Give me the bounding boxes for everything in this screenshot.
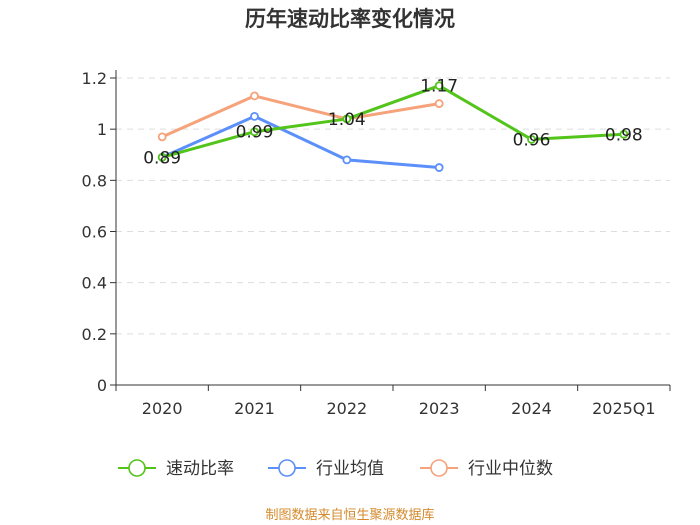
data-point[interactable] xyxy=(250,91,259,101)
y-tick-label: 0 xyxy=(97,376,107,395)
x-tick-label: 2022 xyxy=(326,399,367,418)
data-point[interactable] xyxy=(157,152,167,162)
data-point[interactable] xyxy=(434,81,444,91)
legend: 速动比率 行业均值 行业中位数 xyxy=(118,459,553,479)
series-line xyxy=(161,114,440,170)
x-tick-label: 2025Q1 xyxy=(592,399,656,418)
data-point[interactable] xyxy=(157,132,167,142)
data-label: 1.17 xyxy=(420,77,458,97)
data-point[interactable] xyxy=(619,129,629,139)
data-point[interactable] xyxy=(434,99,444,108)
data-label: 0.98 xyxy=(605,125,643,145)
data-point[interactable] xyxy=(342,155,352,165)
legend-label: 行业均值 xyxy=(316,459,384,479)
legend-marker-icon xyxy=(128,459,146,477)
data-point[interactable] xyxy=(342,114,352,124)
x-tick-label: 2021 xyxy=(234,399,275,418)
y-tick-label: 0.2 xyxy=(82,325,107,344)
legend-item[interactable]: 行业均值 xyxy=(268,459,384,479)
chart-title: 历年速动比率变化情况 xyxy=(245,7,455,31)
x-tick-label: 2023 xyxy=(419,399,460,418)
axis-layer: 0 0.2 0.4 0.6 0.8 1 1.2 2020 2021 2022 2023 2024 202… xyxy=(82,69,671,418)
grid-layer xyxy=(116,77,670,335)
series-1 xyxy=(157,111,444,172)
y-tick-label: 0.8 xyxy=(82,171,107,190)
data-label-layer: 0.89 0.99 1.04 1.17 0.96 0.98 xyxy=(143,77,643,169)
x-tick-label: 2024 xyxy=(511,399,552,418)
data-label: 0.96 xyxy=(513,130,551,150)
data-label: 0.89 xyxy=(143,148,181,168)
y-tick-label: 0.4 xyxy=(82,274,107,293)
legend-item[interactable]: 行业中位数 xyxy=(420,459,553,479)
data-point[interactable] xyxy=(434,163,444,172)
source-note: 制图数据来自恒生聚源数据库 xyxy=(265,507,434,523)
data-point[interactable] xyxy=(250,127,259,137)
legend-marker-icon xyxy=(430,459,448,477)
legend-label: 速动比率 xyxy=(166,459,234,479)
x-tick-label: 2020 xyxy=(142,399,183,418)
y-tick-label: 1.2 xyxy=(82,69,107,88)
data-label: 0.99 xyxy=(236,123,274,143)
series-0 xyxy=(157,81,629,162)
legend-label: 行业中位数 xyxy=(468,459,553,479)
y-tick-label: 1 xyxy=(97,120,107,139)
legend-marker-icon xyxy=(278,459,296,477)
series-layer xyxy=(157,81,629,172)
data-point[interactable] xyxy=(250,111,259,121)
y-tick-label: 0.6 xyxy=(82,223,107,242)
data-point[interactable] xyxy=(527,134,536,144)
data-label: 1.04 xyxy=(328,110,366,130)
legend-item[interactable]: 速动比率 xyxy=(118,459,234,479)
series-line xyxy=(161,94,440,139)
series-line xyxy=(161,84,624,159)
